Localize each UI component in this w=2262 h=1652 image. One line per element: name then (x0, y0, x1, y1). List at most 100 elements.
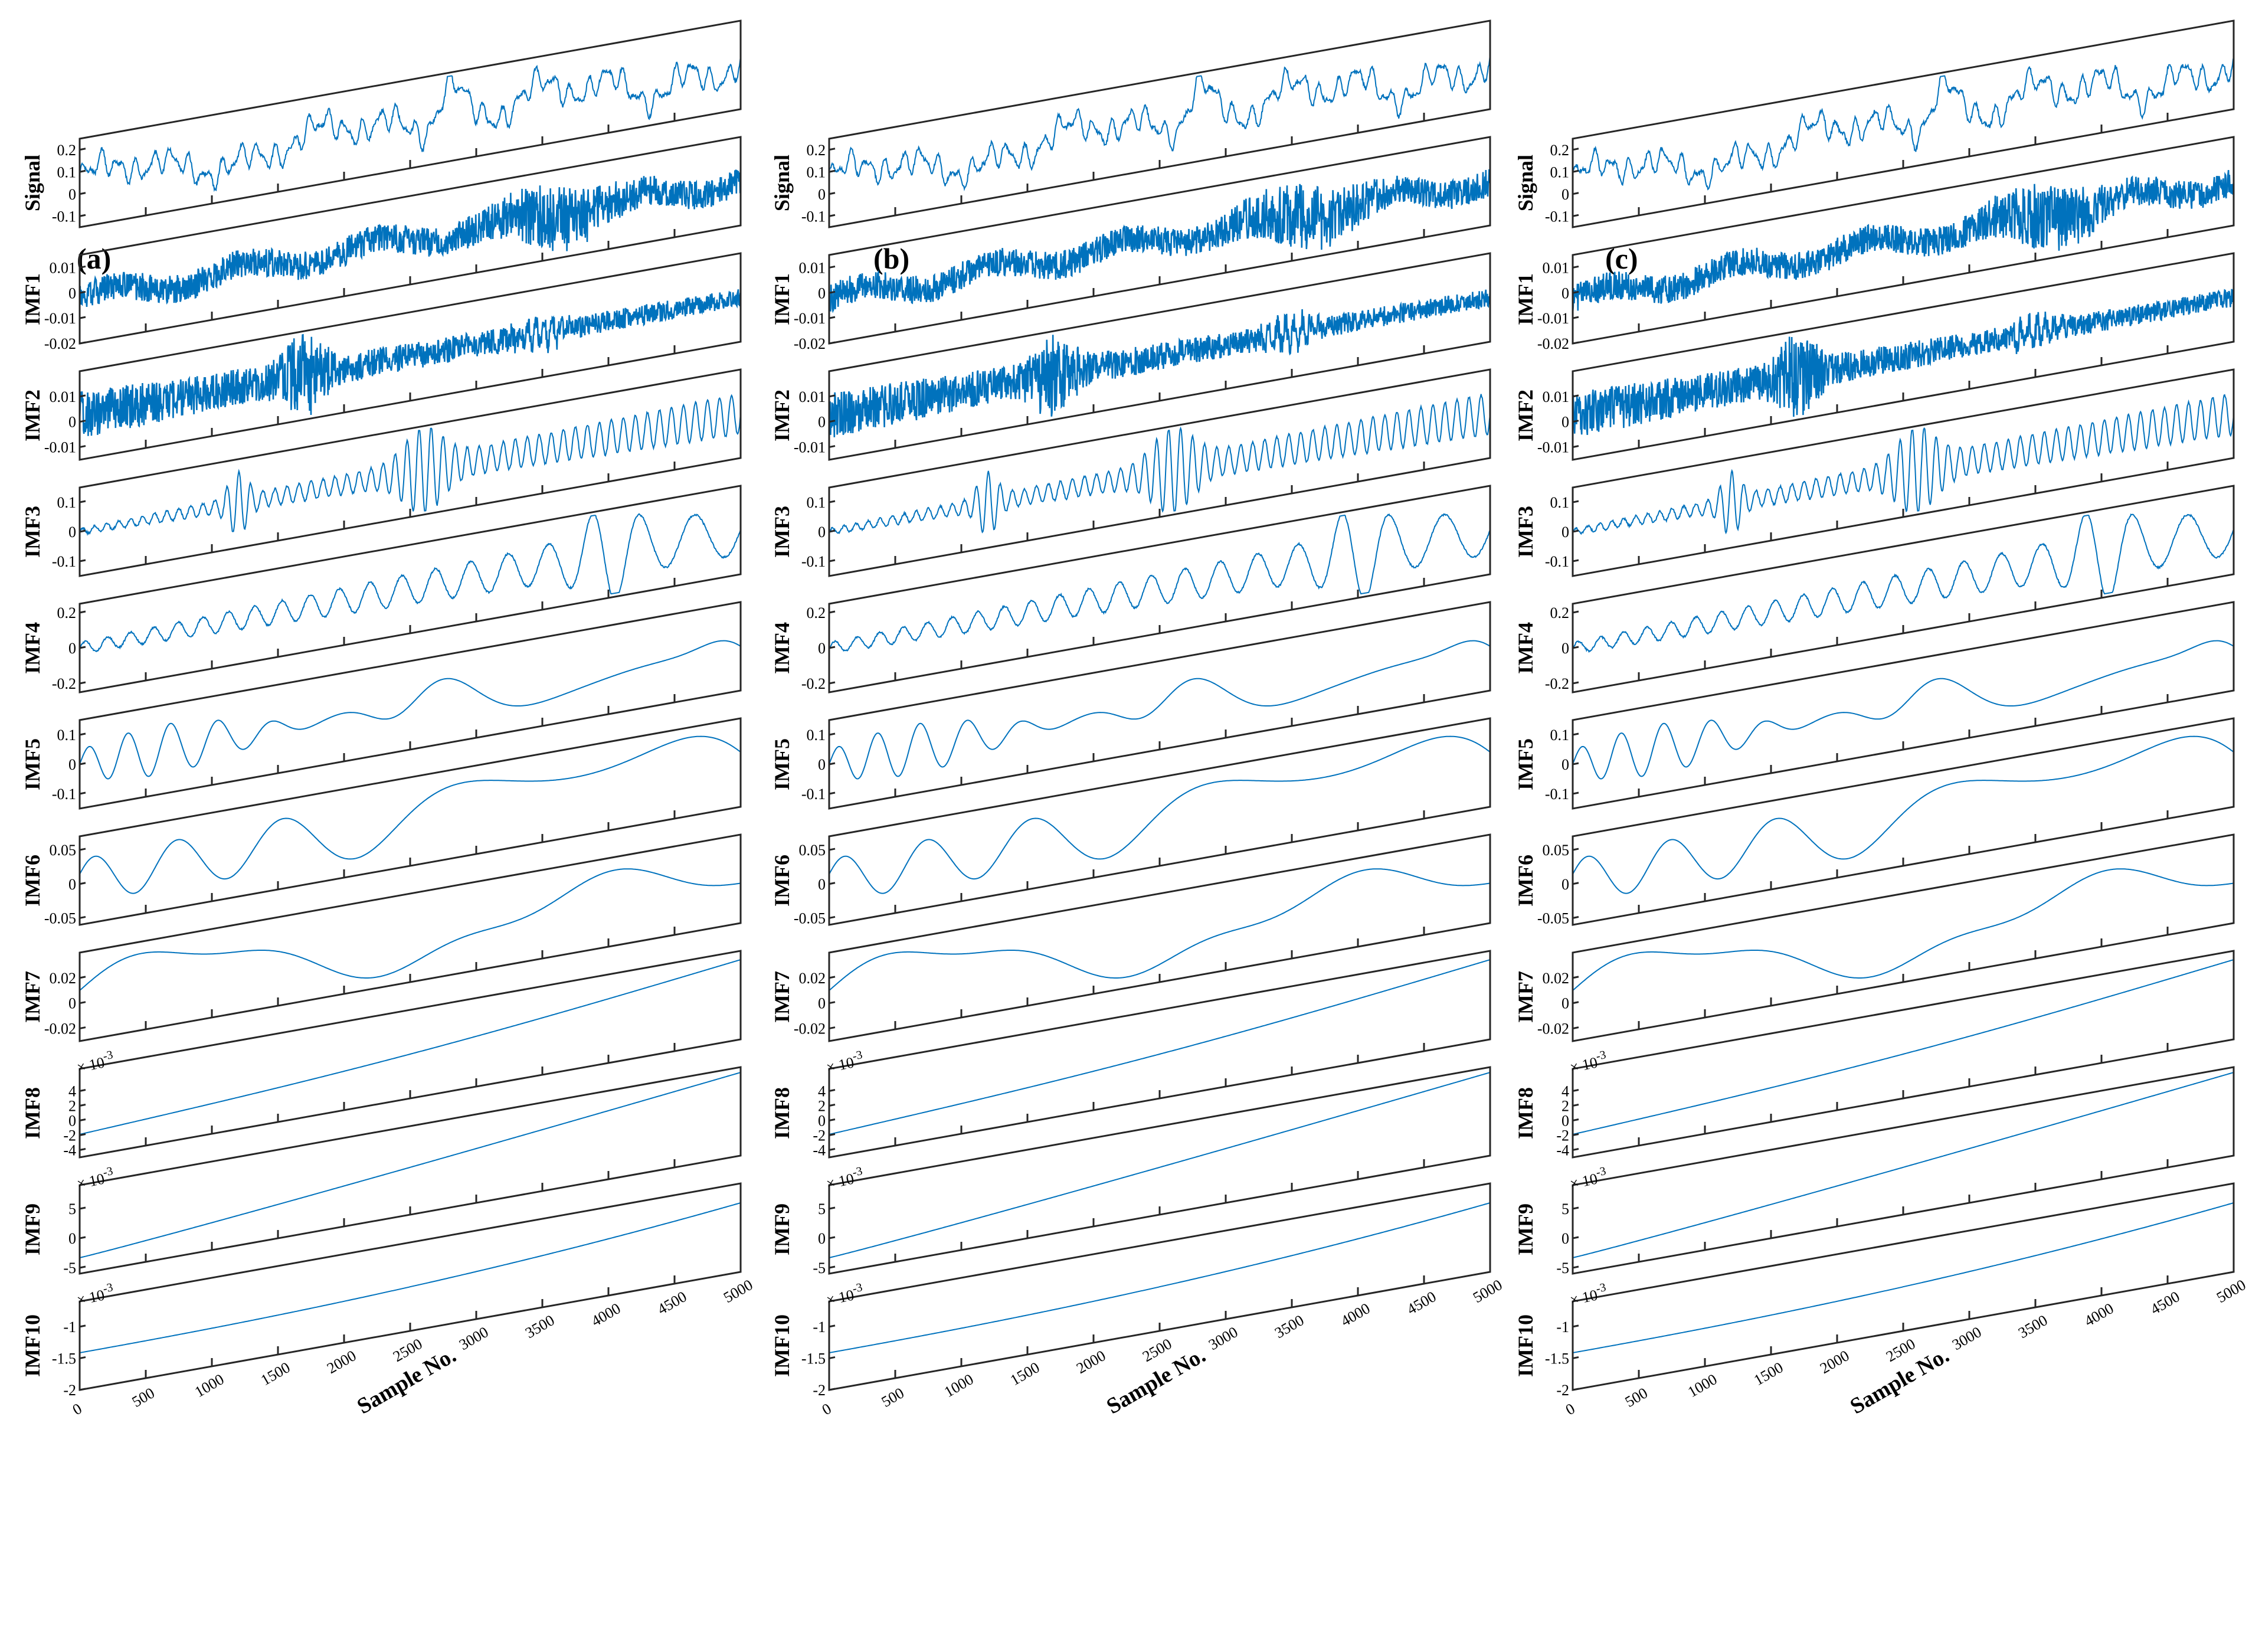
row-label-imf9: IMF9 (770, 1203, 794, 1255)
x-tick-label: 5000 (2214, 1276, 2249, 1306)
row-label-imf8: IMF8 (1514, 1087, 1537, 1139)
x-tick-label: 4000 (588, 1300, 624, 1330)
y-tick (79, 882, 86, 885)
y-tick (829, 1104, 836, 1107)
y-tick-label: 0 (1562, 414, 1569, 431)
x-tick-label: 0 (819, 1400, 834, 1419)
row-label-imf4: IMF4 (21, 622, 44, 674)
y-tick-label: 2 (818, 1098, 826, 1115)
x-tick-label: 1500 (258, 1359, 293, 1389)
y-tick-label: 0.1 (57, 494, 77, 511)
y-tick-label: 0 (818, 876, 826, 893)
y-tick (79, 559, 86, 562)
row-label-imf4: IMF4 (1514, 622, 1537, 674)
y-tick (829, 1324, 836, 1328)
y-tick (1572, 148, 1579, 151)
y-tick (79, 1356, 86, 1359)
y-tick (79, 1133, 86, 1136)
row-label-imf6: IMF6 (770, 855, 794, 907)
y-tick-label: 0.01 (799, 388, 826, 405)
y-tick (1572, 1324, 1579, 1328)
x-tick-label: 0 (1563, 1400, 1578, 1419)
y-tick-label: -0.1 (52, 553, 76, 570)
series-line-imf4 (79, 513, 741, 652)
series-line-imf10 (79, 1202, 741, 1353)
y-exponent-label: × 10-3 (1567, 1281, 1609, 1309)
y-tick-label: 0.01 (799, 259, 826, 276)
x-tick-label: 1000 (941, 1370, 977, 1401)
series-line-imf3 (1572, 394, 2234, 535)
series-line-imf4 (1572, 513, 2234, 653)
strip-signal: 0.2 0.1 0 -0.1 Signal (21, 19, 742, 228)
y-tick-label: -0.05 (794, 910, 826, 927)
row-label-imf7: IMF7 (21, 971, 44, 1023)
y-tick-label: 0 (68, 756, 76, 773)
y-tick (1572, 1026, 1579, 1030)
y-tick-label: 0 (818, 756, 826, 773)
x-tick-label: 500 (1622, 1384, 1651, 1411)
series-line-imf3 (79, 394, 741, 537)
y-tick (1572, 420, 1579, 423)
y-tick-label: 0 (818, 414, 826, 431)
y-tick (1572, 1206, 1579, 1210)
series-line-imf2 (78, 289, 742, 436)
x-tick-label: 3500 (2015, 1311, 2051, 1342)
y-tick-label: 0 (818, 640, 826, 657)
y-tick (829, 1089, 836, 1092)
y-tick-label: -2 (63, 1127, 76, 1144)
x-tick-label: 3500 (522, 1311, 558, 1342)
series-line-imf10 (829, 1202, 1491, 1353)
y-tick (1572, 559, 1579, 562)
x-tick-label: 4000 (2081, 1300, 2117, 1330)
y-tick-label: -0.1 (1545, 786, 1569, 803)
row-label-imf10: IMF10 (1514, 1314, 1537, 1377)
row-label-imf5: IMF5 (770, 738, 794, 790)
y-tick (1572, 791, 1579, 795)
row-label-imf4: IMF4 (770, 622, 794, 674)
y-tick (1572, 1356, 1579, 1359)
y-tick (1572, 882, 1579, 885)
series-line-imf2 (1572, 289, 2235, 436)
row-label-imf9: IMF9 (21, 1203, 44, 1255)
x-tick-label: 5000 (1470, 1276, 1505, 1306)
y-tick-label: -0.02 (1537, 1020, 1569, 1038)
x-tick-label: 2000 (1817, 1347, 1852, 1377)
y-tick (79, 1118, 86, 1121)
x-tick-label: 3500 (1272, 1311, 1307, 1342)
y-tick-label: -0.1 (52, 208, 76, 225)
y-tick (829, 791, 836, 795)
y-tick (1572, 214, 1579, 217)
y-tick (79, 290, 86, 294)
y-tick (1572, 500, 1579, 503)
row-label-signal: Signal (770, 155, 794, 211)
y-exponent-label: × 10-3 (74, 1164, 116, 1193)
row-label-signal: Signal (21, 155, 44, 211)
y-tick (829, 1265, 836, 1269)
series-line-imf8 (829, 959, 1491, 1135)
strip-signal: 0.2 0.1 0 -0.1 Signal (1514, 19, 2235, 228)
series-line-imf1 (1572, 169, 2235, 313)
series-line-imf9 (79, 1072, 741, 1258)
y-tick-label: -1 (1556, 1319, 1569, 1336)
y-tick-label: -2 (63, 1382, 76, 1399)
y-tick (829, 976, 836, 979)
y-tick-label: 0.1 (57, 163, 77, 181)
y-tick (79, 976, 86, 979)
y-tick (79, 1148, 86, 1151)
strip-imf5: 0.1 0 -0.1 IMF5 (1514, 601, 2235, 810)
y-tick (79, 610, 86, 614)
strip-imf5: 0.1 0 -0.1 IMF5 (21, 601, 742, 810)
y-tick (1572, 762, 1579, 766)
y-tick-label: 0.02 (50, 970, 77, 987)
series-line-imf2 (828, 289, 1491, 437)
x-tick-label: 1000 (192, 1370, 227, 1401)
y-tick (1572, 1001, 1579, 1005)
row-label-imf2: IMF2 (770, 390, 794, 441)
y-tick (79, 265, 86, 269)
y-tick (79, 1026, 86, 1030)
x-tick-label: 2000 (1073, 1347, 1109, 1377)
x-tick-label: 1000 (1685, 1370, 1720, 1401)
y-tick-label: 0 (1562, 1230, 1569, 1247)
y-tick (829, 265, 836, 269)
